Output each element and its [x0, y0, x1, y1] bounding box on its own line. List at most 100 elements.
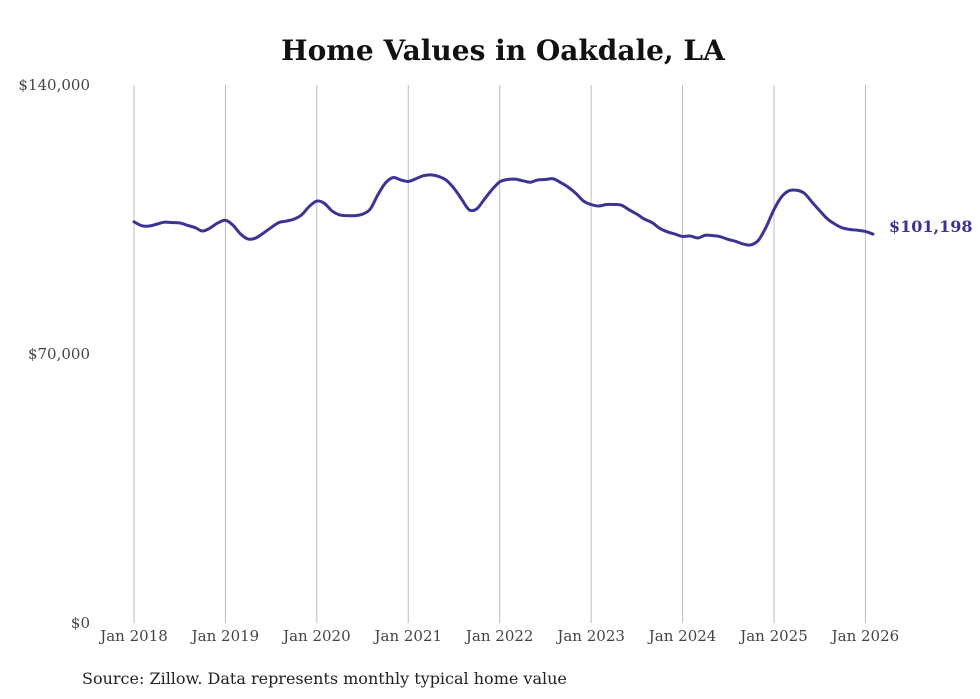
data-point: [772, 208, 776, 211]
data-point: [163, 220, 166, 224]
data-point: [315, 199, 319, 203]
y-tick-label: $0: [71, 614, 90, 632]
x-tick-label: Jan 2023: [555, 627, 625, 645]
data-point: [155, 222, 159, 226]
gridlines: [133, 85, 866, 623]
data-point: [544, 178, 547, 181]
data-point: [216, 221, 220, 225]
data-point: [384, 181, 387, 185]
data-point: [368, 207, 372, 211]
data-point: [521, 179, 524, 182]
data-point: [788, 189, 791, 192]
data-point: [506, 178, 509, 181]
y-tick-label: $70,000: [28, 345, 90, 363]
data-point: [262, 231, 265, 235]
data-point: [528, 181, 532, 184]
data-point: [856, 229, 860, 232]
data-point: [612, 203, 616, 206]
data-point: [407, 180, 410, 183]
data-point: [132, 220, 136, 224]
data-point: [285, 219, 288, 223]
y-tick-label: $140,000: [18, 76, 90, 94]
x-tick-label: Jan 2022: [464, 627, 534, 645]
data-point: [757, 238, 760, 242]
data-point: [628, 208, 631, 212]
data-point: [551, 177, 555, 180]
data-point: [498, 180, 501, 184]
data-point: [650, 221, 654, 224]
data-point: [353, 214, 357, 217]
data-point: [513, 177, 517, 181]
data-point: [399, 178, 402, 182]
series-line: [132, 173, 875, 247]
data-point: [414, 177, 418, 180]
data-point: [704, 234, 707, 237]
x-tick-label: Jan 2026: [830, 627, 900, 645]
data-point: [361, 212, 364, 216]
data-point: [308, 205, 311, 208]
data-point: [193, 226, 197, 229]
data-point: [818, 209, 821, 212]
data-point: [239, 232, 242, 236]
data-point: [346, 214, 349, 217]
data-point: [483, 197, 486, 201]
data-point: [468, 208, 471, 212]
data-point: [719, 235, 722, 238]
data-point: [711, 234, 715, 237]
x-tick-label: Jan 2025: [738, 627, 808, 645]
data-point: [429, 173, 433, 177]
data-point: [848, 228, 852, 231]
data-point: [490, 188, 494, 191]
data-point: [780, 195, 783, 199]
y-axis: $0 $70,000 $140,000: [18, 76, 90, 632]
data-point: [643, 217, 646, 221]
data-point: [864, 230, 867, 233]
data-point: [734, 240, 738, 243]
data-point: [536, 178, 540, 182]
data-point: [727, 238, 730, 241]
data-point: [681, 235, 684, 238]
data-point: [330, 209, 334, 213]
x-tick-label: Jan 2018: [98, 627, 168, 645]
data-point: [254, 236, 258, 240]
data-point: [323, 202, 326, 205]
data-point: [300, 213, 303, 217]
data-point: [445, 179, 448, 182]
x-tick-label: Jan 2021: [372, 627, 442, 645]
x-axis: Jan 2018 Jan 2019 Jan 2020 Jan 2021 Jan 2022…: [98, 627, 899, 645]
x-tick-label: Jan 2019: [190, 627, 260, 645]
data-point: [376, 193, 380, 197]
data-point: [871, 232, 875, 236]
data-point: [795, 189, 799, 192]
end-value-label: $101,198: [889, 217, 973, 236]
data-point: [186, 224, 189, 227]
source-note: Source: Zillow. Data represents monthly …: [82, 669, 567, 688]
data-point: [749, 243, 753, 247]
data-point: [688, 234, 692, 238]
data-point: [574, 192, 578, 195]
data-point: [148, 224, 151, 228]
x-tick-label: Jan 2024: [647, 627, 717, 645]
data-point: [170, 221, 174, 224]
data-point: [673, 232, 677, 236]
data-point: [559, 181, 562, 184]
data-point: [437, 175, 440, 178]
data-point: [224, 219, 227, 222]
data-point: [620, 204, 623, 207]
data-point: [277, 221, 280, 224]
chart-title: Home Values in Oakdale, LA: [281, 34, 726, 67]
data-point: [666, 230, 669, 233]
data-point: [841, 226, 844, 230]
data-point: [810, 201, 814, 204]
data-point: [605, 203, 608, 206]
data-point: [338, 213, 341, 217]
data-point: [391, 176, 395, 179]
data-point: [292, 217, 296, 221]
data-point: [696, 236, 700, 240]
data-point: [742, 242, 745, 246]
data-point: [208, 226, 212, 230]
data-point: [597, 204, 600, 208]
data-point: [452, 187, 456, 190]
data-point: [589, 203, 593, 206]
